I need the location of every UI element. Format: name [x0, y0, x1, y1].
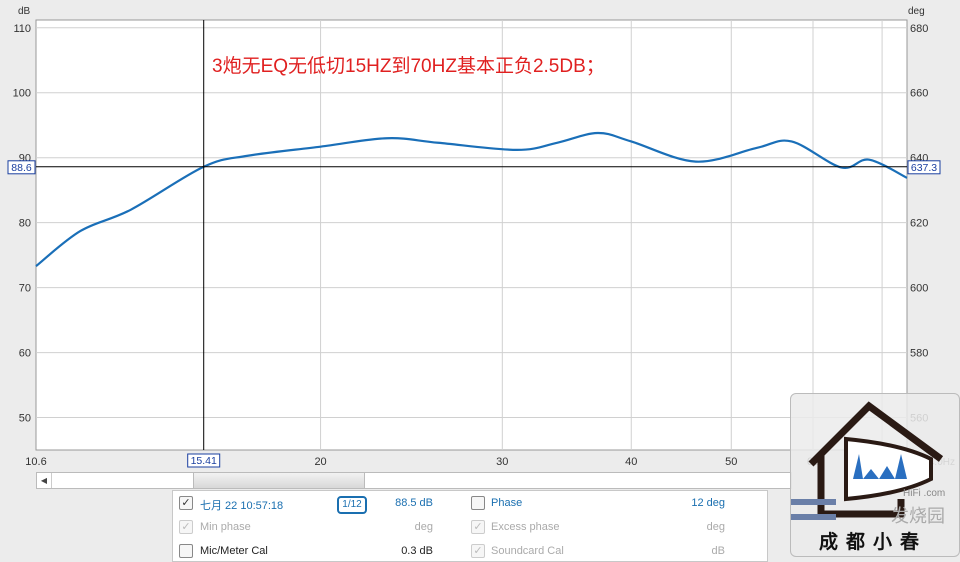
- scroll-left-arrow-icon[interactable]: ◀: [37, 473, 52, 488]
- y-tick-label: 60: [19, 348, 31, 360]
- y2-tick-label: 600: [910, 283, 928, 295]
- cursor-y2-readout-text: 637.3: [911, 162, 937, 174]
- legend-row: ✓ 七月 22 10:57:18 1/12 88.5 dB Phase 12 d…: [173, 492, 767, 514]
- legend-checkbox-2[interactable]: [471, 496, 485, 510]
- y-tick-label: 110: [13, 23, 31, 35]
- y2-tick-label: 660: [910, 88, 928, 100]
- y-tick-label: 80: [19, 218, 31, 230]
- legend-checkbox[interactable]: [179, 544, 193, 558]
- x-tick-label: 20: [314, 456, 326, 468]
- legend-label: 七月 22 10:57:18: [200, 500, 284, 512]
- spl-curve: [35, 131, 908, 268]
- y2-axis-label: deg: [908, 6, 925, 17]
- y-tick-label: 50: [19, 413, 31, 425]
- legend-value-2: dB: [711, 545, 725, 557]
- x-tick-label: 50: [725, 456, 737, 468]
- plot-area[interactable]: [35, 19, 908, 451]
- y2-tick-label: 680: [910, 23, 928, 35]
- cursor-y-readout-text: 88.6: [11, 162, 32, 174]
- legend-value: deg: [414, 521, 433, 533]
- legend-value-2: deg: [706, 521, 725, 533]
- cursor-y-readout: [7, 160, 36, 175]
- legend-value-2: 12 deg: [691, 497, 725, 509]
- legend-label-2: Phase: [491, 497, 523, 509]
- x-tick-label: 10.6: [25, 456, 46, 468]
- legend-checkbox[interactable]: ✓: [179, 496, 193, 510]
- cursor-x-readout-text: 15.41: [191, 455, 217, 467]
- chart-title: 3炮无EQ无低切15HZ到70HZ基本正负2.5DB；: [212, 55, 605, 77]
- legend-panel: ✓ 七月 22 10:57:18 1/12 88.5 dB Phase 12 d…: [172, 490, 768, 562]
- x-tick-label: 30: [496, 456, 508, 468]
- legend-label: Min phase: [200, 521, 251, 533]
- legend-checkbox-2[interactable]: ✓: [471, 544, 485, 558]
- x-tick-label: 40: [625, 456, 637, 468]
- legend-value: 0.3 dB: [401, 545, 433, 557]
- legend-row: ✓ Min phase deg ✓ Excess phase deg: [173, 516, 767, 538]
- frequency-response-chart: 506070809010011056058060062064066068010.…: [7, 6, 955, 468]
- cursor-x-readout: [187, 453, 221, 468]
- legend-label: Mic/Meter Cal: [200, 545, 268, 557]
- y-axis-label: dB: [18, 6, 31, 17]
- y-tick-label: 100: [13, 88, 31, 100]
- legend-value: 88.5 dB: [395, 497, 433, 509]
- y2-tick-label: 580: [910, 348, 928, 360]
- legend-label-2: Excess phase: [491, 521, 560, 533]
- watermark-text: 成都小春: [819, 530, 927, 553]
- watermark-site: HiFi .com: [903, 488, 945, 499]
- y2-tick-label: 620: [910, 218, 928, 230]
- scroll-thumb[interactable]: [193, 473, 365, 488]
- cursor-y2-readout: [907, 160, 941, 175]
- watermark-logo: HiFi .com 发烧园 成都小春: [790, 393, 960, 557]
- legend-label-2: Soundcard Cal: [491, 545, 564, 557]
- horizontal-scrollbar[interactable]: ◀: [36, 472, 792, 489]
- watermark-site-2: 发烧园: [891, 506, 945, 526]
- smoothing-button[interactable]: 1/12: [337, 496, 367, 514]
- house-logo-icon: HiFi .com 发烧园 成都小春: [791, 401, 945, 553]
- legend-checkbox-2[interactable]: ✓: [471, 520, 485, 534]
- legend-row: Mic/Meter Cal 0.3 dB ✓ Soundcard Cal dB: [173, 540, 767, 562]
- legend-checkbox[interactable]: ✓: [179, 520, 193, 534]
- y-tick-label: 70: [19, 283, 31, 295]
